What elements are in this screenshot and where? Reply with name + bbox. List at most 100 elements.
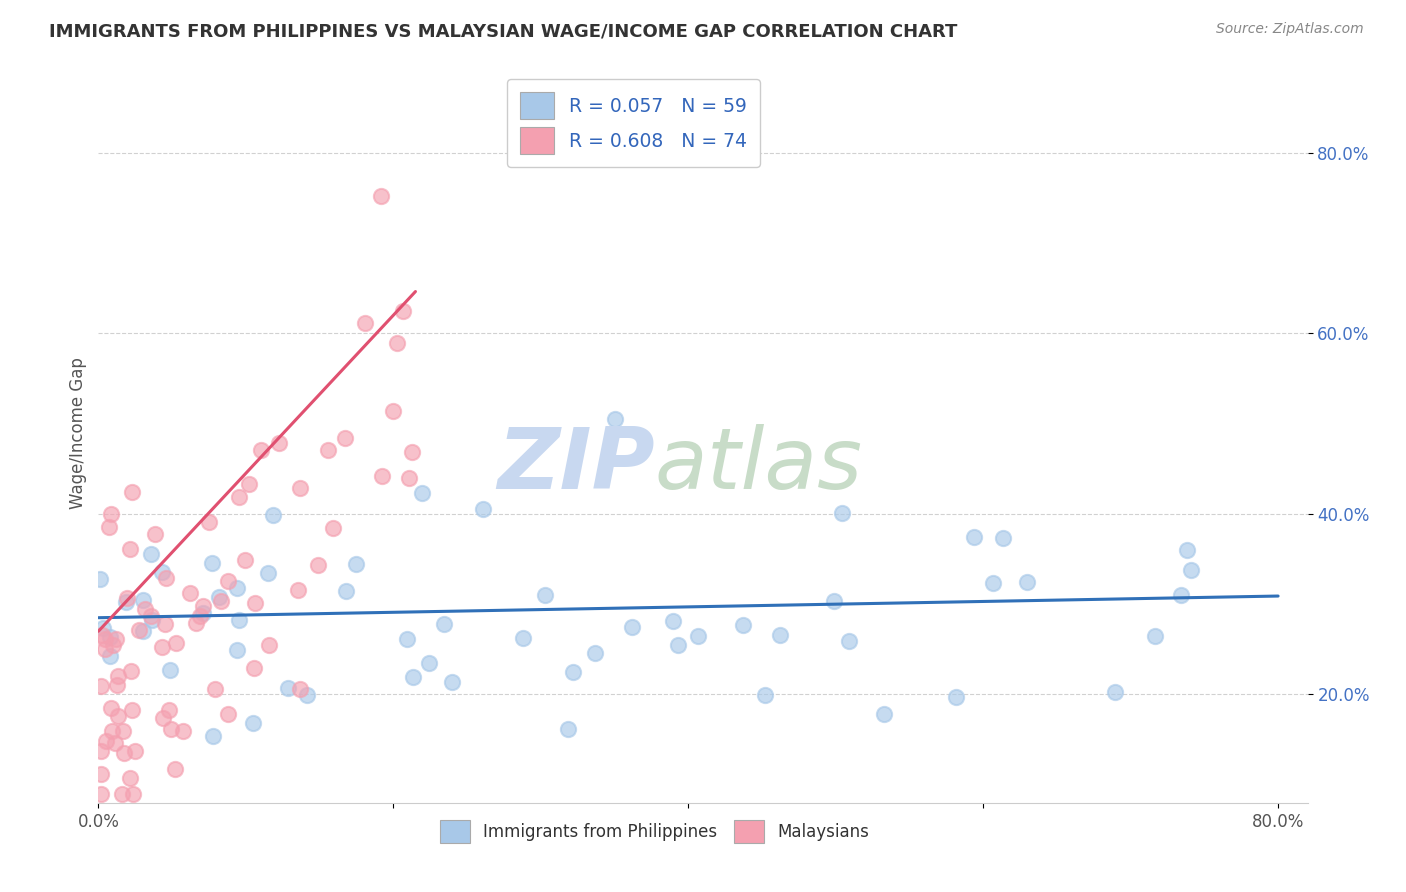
Point [105,632,128,647]
Point [666,638,689,652]
Point [89,572,111,586]
Point [160,722,183,736]
Point [583,646,606,660]
Point [93,632,115,646]
Point [91,628,114,642]
Point [945,690,967,705]
Point [1143,629,1166,643]
Point [197,515,219,529]
Point [186,615,208,630]
Point [256,566,278,580]
Point [418,656,440,670]
Point [831,506,853,520]
Point [217,574,239,589]
Point [141,613,163,627]
Point [441,675,464,690]
Point [111,723,134,738]
Point [385,336,408,351]
Point [100,724,122,739]
Point [981,576,1004,591]
Point [472,502,495,516]
Point [754,688,776,702]
Point [287,582,309,597]
Point [131,624,153,638]
Point [688,629,710,643]
Point [120,541,142,556]
Point [98,648,121,663]
Point [228,490,250,504]
Point [90,766,112,780]
Point [243,596,266,610]
Point [838,633,860,648]
Point [963,530,986,544]
Point [228,613,250,627]
Point [90,680,112,694]
Point [90,744,112,758]
Point [121,665,143,679]
Point [193,599,215,613]
Point [277,681,299,695]
Point [165,636,187,650]
Point [395,632,418,646]
Point [335,583,357,598]
Point [769,628,792,642]
Point [250,442,273,457]
Point [143,527,166,541]
Point [101,638,124,652]
Point [401,669,423,683]
Point [392,304,415,318]
Point [217,706,239,721]
Point [201,557,224,571]
Point [128,623,150,637]
Point [98,630,121,644]
Point [118,771,141,785]
Point [172,724,194,739]
Point [1180,563,1202,577]
Point [121,703,143,717]
Point [150,640,173,655]
Point [398,470,420,484]
Point [731,618,754,632]
Point [225,581,247,595]
Point [603,412,626,426]
Point [242,715,264,730]
Point [134,601,156,615]
Point [100,701,122,715]
Legend: Immigrants from Philippines, Malaysians: Immigrants from Philippines, Malaysians [433,814,876,850]
Point [262,508,284,523]
Text: ZIP: ZIP [496,425,655,508]
Text: atlas: atlas [655,425,863,508]
Point [288,682,311,697]
Point [139,547,162,561]
Point [333,431,356,445]
Point [662,614,685,628]
Point [90,787,112,801]
Point [1175,542,1198,557]
Point [155,571,177,585]
Point [257,638,280,652]
Point [534,588,557,602]
Point [91,621,114,635]
Point [204,682,226,697]
Point [190,608,212,623]
Point [157,703,180,717]
Point [620,620,643,634]
Point [179,586,201,600]
Point [121,485,143,500]
Point [354,316,377,330]
Point [316,442,339,457]
Point [370,469,392,483]
Point [382,404,405,418]
Point [991,532,1014,546]
Point [269,435,291,450]
Point [132,593,155,607]
Point [122,787,145,801]
Point [242,661,264,675]
Point [159,663,181,677]
Point [238,477,260,491]
Point [191,606,214,620]
Point [115,591,138,606]
Point [370,188,392,202]
Point [152,711,174,725]
Point [233,553,256,567]
